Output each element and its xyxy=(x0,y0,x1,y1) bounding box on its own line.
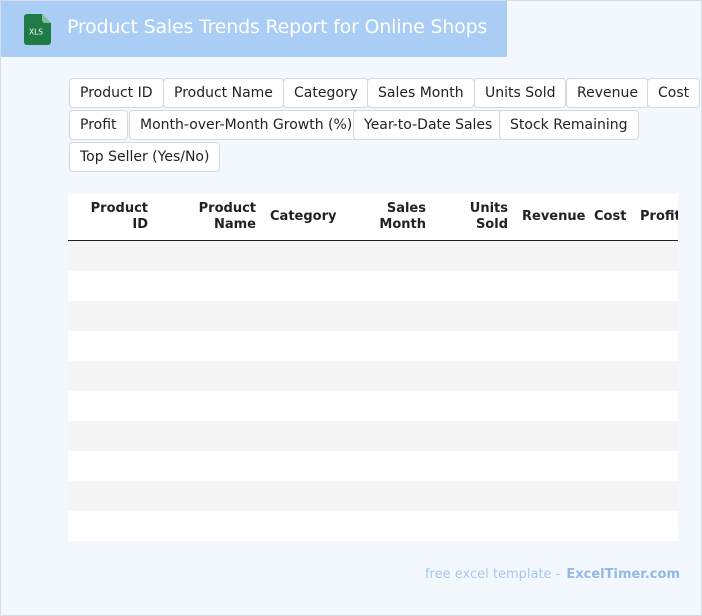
page-title: Product Sales Trends Report for Online S… xyxy=(67,16,488,38)
table-row[interactable] xyxy=(68,331,678,361)
field-chip-product-id[interactable]: Product ID xyxy=(69,78,164,108)
field-chip-mom-growth[interactable]: Month-over-Month Growth (%) xyxy=(129,110,364,140)
table-row[interactable] xyxy=(68,511,678,541)
field-chip-stock-remaining[interactable]: Stock Remaining xyxy=(499,110,639,140)
table-row[interactable] xyxy=(68,241,678,271)
footer-text: free excel template - xyxy=(424,567,561,582)
field-chip-category[interactable]: Category xyxy=(283,78,369,108)
column-header-product-id[interactable]: Product ID xyxy=(90,201,148,232)
table-row[interactable] xyxy=(68,391,678,421)
column-header-units-sold[interactable]: Units Sold xyxy=(469,201,508,232)
table-row[interactable] xyxy=(68,271,678,301)
field-chip-cost[interactable]: Cost xyxy=(647,78,701,108)
footer-brand-link[interactable]: ExcelTimer.com xyxy=(566,567,680,582)
column-header-product-name[interactable]: Product Name xyxy=(198,201,256,232)
table-header: Product ID Product Name Category Sales M… xyxy=(68,194,678,241)
column-header-profit[interactable]: Profit xyxy=(640,209,678,224)
table-row[interactable] xyxy=(68,481,678,511)
report-header: XLS Product Sales Trends Report for Onli… xyxy=(1,1,507,57)
column-header-revenue[interactable]: Revenue xyxy=(522,209,586,224)
xls-icon-label: XLS xyxy=(29,28,43,37)
field-chip-top-seller[interactable]: Top Seller (Yes/No) xyxy=(69,142,221,172)
column-header-category[interactable]: Category xyxy=(270,209,337,224)
field-chip-revenue[interactable]: Revenue xyxy=(566,78,649,108)
xls-file-icon: XLS xyxy=(24,14,51,45)
field-chip-product-name[interactable]: Product Name xyxy=(163,78,284,108)
column-header-sales-month[interactable]: Sales Month xyxy=(379,201,426,232)
field-chip-ytd-sales[interactable]: Year-to-Date Sales xyxy=(353,110,504,140)
field-chip-sales-month[interactable]: Sales Month xyxy=(367,78,475,108)
table-row[interactable] xyxy=(68,451,678,481)
column-header-cost[interactable]: Cost xyxy=(594,209,627,224)
field-chip-profit[interactable]: Profit xyxy=(69,110,128,140)
field-chip-units-sold[interactable]: Units Sold xyxy=(474,78,567,108)
table-row[interactable] xyxy=(68,421,678,451)
table-row[interactable] xyxy=(68,361,678,391)
table-row[interactable] xyxy=(68,301,678,331)
sales-table: Product ID Product Name Category Sales M… xyxy=(68,194,678,541)
footer-credit: free excel template - ExcelTimer.com xyxy=(425,567,680,582)
